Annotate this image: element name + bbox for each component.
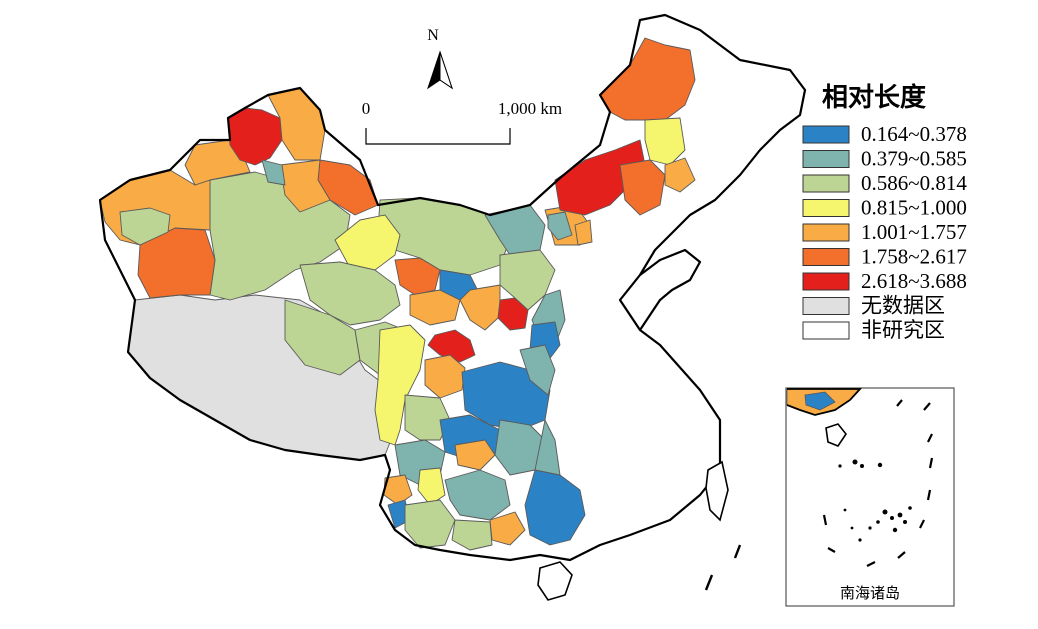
region-xj-mid-b	[261, 159, 286, 186]
legend-swatch	[802, 174, 850, 193]
legend-swatch	[802, 199, 850, 217]
region-yunnan-green	[404, 499, 456, 549]
scale-bar: 0 1,000 km	[362, 99, 562, 145]
north-arrow-label: N	[427, 27, 439, 44]
region-red-northwest	[227, 107, 283, 166]
region-qinghai-a	[299, 261, 401, 326]
hainan-island	[537, 561, 573, 601]
legend-item-label: 无数据区	[861, 294, 945, 318]
region-ne-teal	[547, 211, 573, 241]
legend-swatch	[802, 297, 850, 315]
china-border	[98, 13, 807, 562]
legend-item-label: 1.758~2.617	[861, 245, 967, 269]
region-guangxi-orange	[489, 511, 526, 546]
inset-islands	[838, 459, 912, 542]
region-qinghai-b	[284, 299, 361, 376]
legend-item-label: 0.164~0.378	[861, 122, 967, 146]
legend-item-label: 0.379~0.585	[861, 147, 967, 171]
scale-bar-line	[365, 128, 511, 145]
scale-bar-start-label: 0	[362, 99, 371, 118]
region-xj-mid-a	[279, 159, 331, 213]
region-ne-yellow	[644, 117, 686, 166]
coastline-east	[639, 248, 702, 331]
legend-item-label: 2.618~3.688	[861, 269, 967, 293]
south-china-sea-inset: 南海诸岛	[785, 387, 955, 607]
inset-hainan	[825, 423, 847, 447]
region-gansu-orange-a	[394, 257, 441, 296]
legend-swatch	[802, 150, 850, 168]
inset-coast	[786, 388, 863, 416]
region-sichuan-yellow	[374, 324, 426, 446]
region-east-teal	[519, 344, 556, 396]
legend-item-label: 0.586~0.814	[861, 171, 967, 195]
taiwan-island	[705, 460, 729, 522]
region-ne-orange-top	[599, 37, 696, 121]
region-sichuan-orange	[424, 354, 466, 399]
region-sichuan-green	[404, 394, 451, 441]
region-ne-orange-d	[574, 219, 593, 246]
inset-mainland-blue	[804, 391, 836, 411]
inset-frame	[785, 387, 955, 607]
boundary-dash-2	[733, 544, 742, 559]
legend-title: 相对长度	[822, 82, 926, 113]
inset-dashes	[822, 399, 934, 567]
legend: 相对长度 0.164~0.3780.379~0.5850.586~0.8140.…	[802, 82, 967, 342]
legend-swatch	[802, 321, 850, 340]
legend-swatch	[802, 223, 850, 242]
boundary-dash-1	[704, 574, 714, 591]
region-central-orange	[454, 439, 496, 471]
region-shaanxi-orange	[459, 284, 501, 331]
region-ne-orange-b	[619, 159, 666, 216]
region-yunnan-yellow	[417, 467, 446, 506]
legend-item-label: 0.815~1.000	[861, 196, 967, 220]
legend-swatch	[802, 248, 850, 266]
region-guangxi-teal	[444, 469, 511, 521]
region-xj-west-b	[119, 207, 171, 246]
legend-item-label: 1.001~1.757	[861, 220, 967, 244]
legend-item-label: 非研究区	[861, 318, 945, 342]
legend-swatch	[802, 125, 850, 144]
scale-bar-end-label: 1,000 km	[498, 99, 562, 118]
legend-swatch	[802, 272, 850, 291]
region-gansu-red	[427, 329, 476, 363]
region-guangdong-teal	[534, 419, 561, 476]
region-shanxi-a	[499, 249, 556, 311]
region-ne-orange-c	[664, 157, 696, 193]
north-arrow: N	[427, 27, 453, 90]
region-guangdong-blue	[524, 469, 586, 546]
map-regions	[99, 37, 696, 551]
inset-label: 南海诸岛	[840, 584, 900, 602]
region-guangxi-green	[451, 519, 493, 551]
